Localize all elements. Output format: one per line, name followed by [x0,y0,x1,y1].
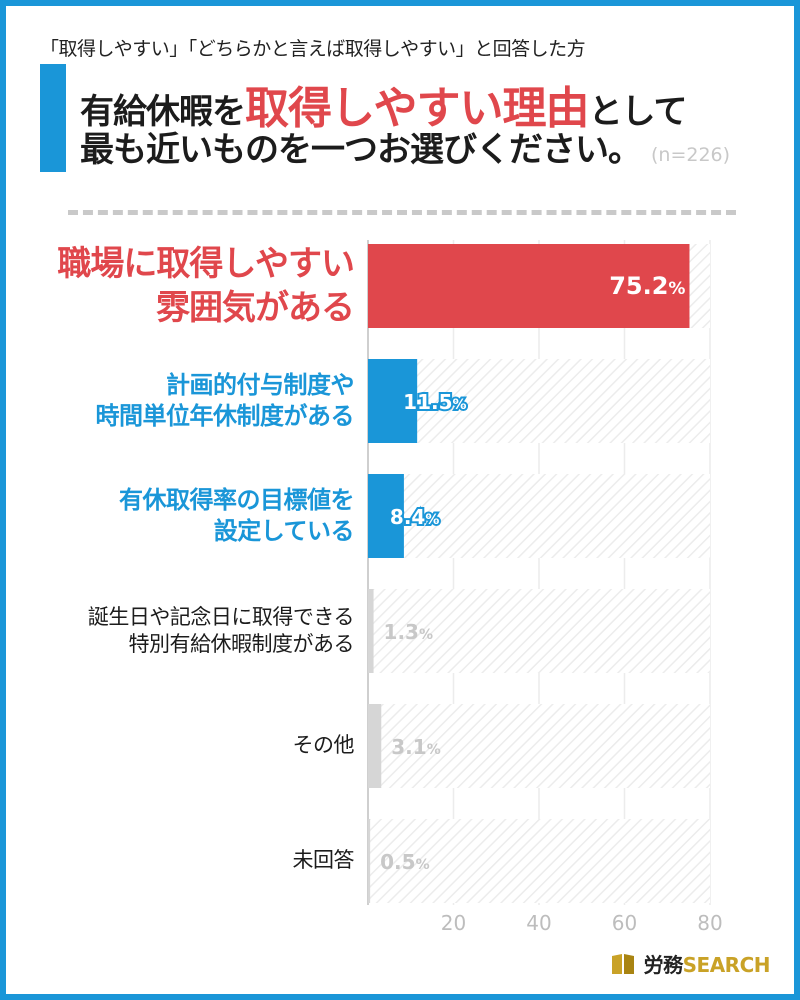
category-label: 職場に取得しやすい 雰囲気がある [57,242,355,330]
bar-5 [368,704,382,788]
title-part-b: として [588,92,688,132]
x-tick-label: 60 [612,911,637,935]
bar-4 [368,589,374,673]
sample-size: (n=226) [651,144,731,166]
bar-6 [368,819,371,903]
bar-background [368,359,710,443]
category-label-line: 有休取得率の目標値を [119,485,355,514]
title-part-c: 最も近いものを一つお選びください。 [80,130,642,170]
bar-background [368,819,710,903]
bar-background [368,589,710,673]
bar-2 [368,359,418,443]
brand-logo: 労務SEARCH [610,948,771,978]
category-label-line: その他 [292,733,355,758]
chart-title-line2: 最も近いものを一つお選びください。 (n=226) [80,122,730,171]
category-label-line: 未回答 [292,848,355,873]
title-accent-bar [40,64,66,172]
logo-text-ja: 労務 [643,952,684,977]
bar-3 [368,474,404,558]
book-icon [611,954,634,974]
bar-value-label: 8.4% [390,505,439,529]
category-label-line: 職場に取得しやすい [57,243,355,284]
category-label: その他 [293,732,355,759]
x-tick-label: 40 [526,911,551,935]
x-tick-label: 20 [441,911,466,935]
logo-text-en: SEARCH [682,952,771,977]
title-highlight: 取得しやすい理由 [245,83,590,134]
category-label: 未回答 [293,847,355,874]
category-label-line: 計画的付与制度や [166,370,354,399]
category-label-line: 雰囲気がある [156,287,355,328]
bar-background [368,474,710,558]
category-label-line: 時間単位年休制度がある [95,401,355,430]
chart-title-line1: 有給休暇を取得しやすい理由として [80,72,688,136]
category-label: 計画的付与制度や 時間単位年休制度がある [96,370,355,432]
bar-1 [368,244,690,328]
category-label-line: 設定している [213,516,355,545]
chart-pretitle: 「取得しやすい」「どちらかと言えば取得しやすい」と回答した方 [40,38,586,60]
category-label: 誕生日や記念日に取得できる 特別有給休暇制度がある [87,604,355,659]
category-label: 有休取得率の目標値を 設定している [119,485,355,547]
title-part-a: 有給休暇を [80,92,246,132]
category-label-line: 特別有給休暇制度がある [128,631,355,656]
x-tick-label: 80 [697,911,722,935]
category-label-line: 誕生日や記念日に取得できる [87,604,355,629]
bar-background [368,704,710,788]
dashed-separator [68,210,736,215]
